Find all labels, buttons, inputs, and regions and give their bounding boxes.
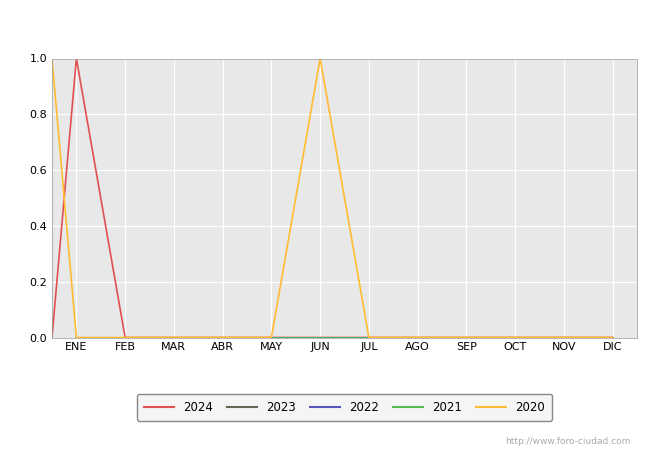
Text: Matriculaciones de Vehiculos en San Agustín: Matriculaciones de Vehiculos en San Agus… [140,11,510,30]
Text: http://www.foro-ciudad.com: http://www.foro-ciudad.com [505,436,630,446]
Legend: 2024, 2023, 2022, 2021, 2020: 2024, 2023, 2022, 2021, 2020 [137,394,552,421]
